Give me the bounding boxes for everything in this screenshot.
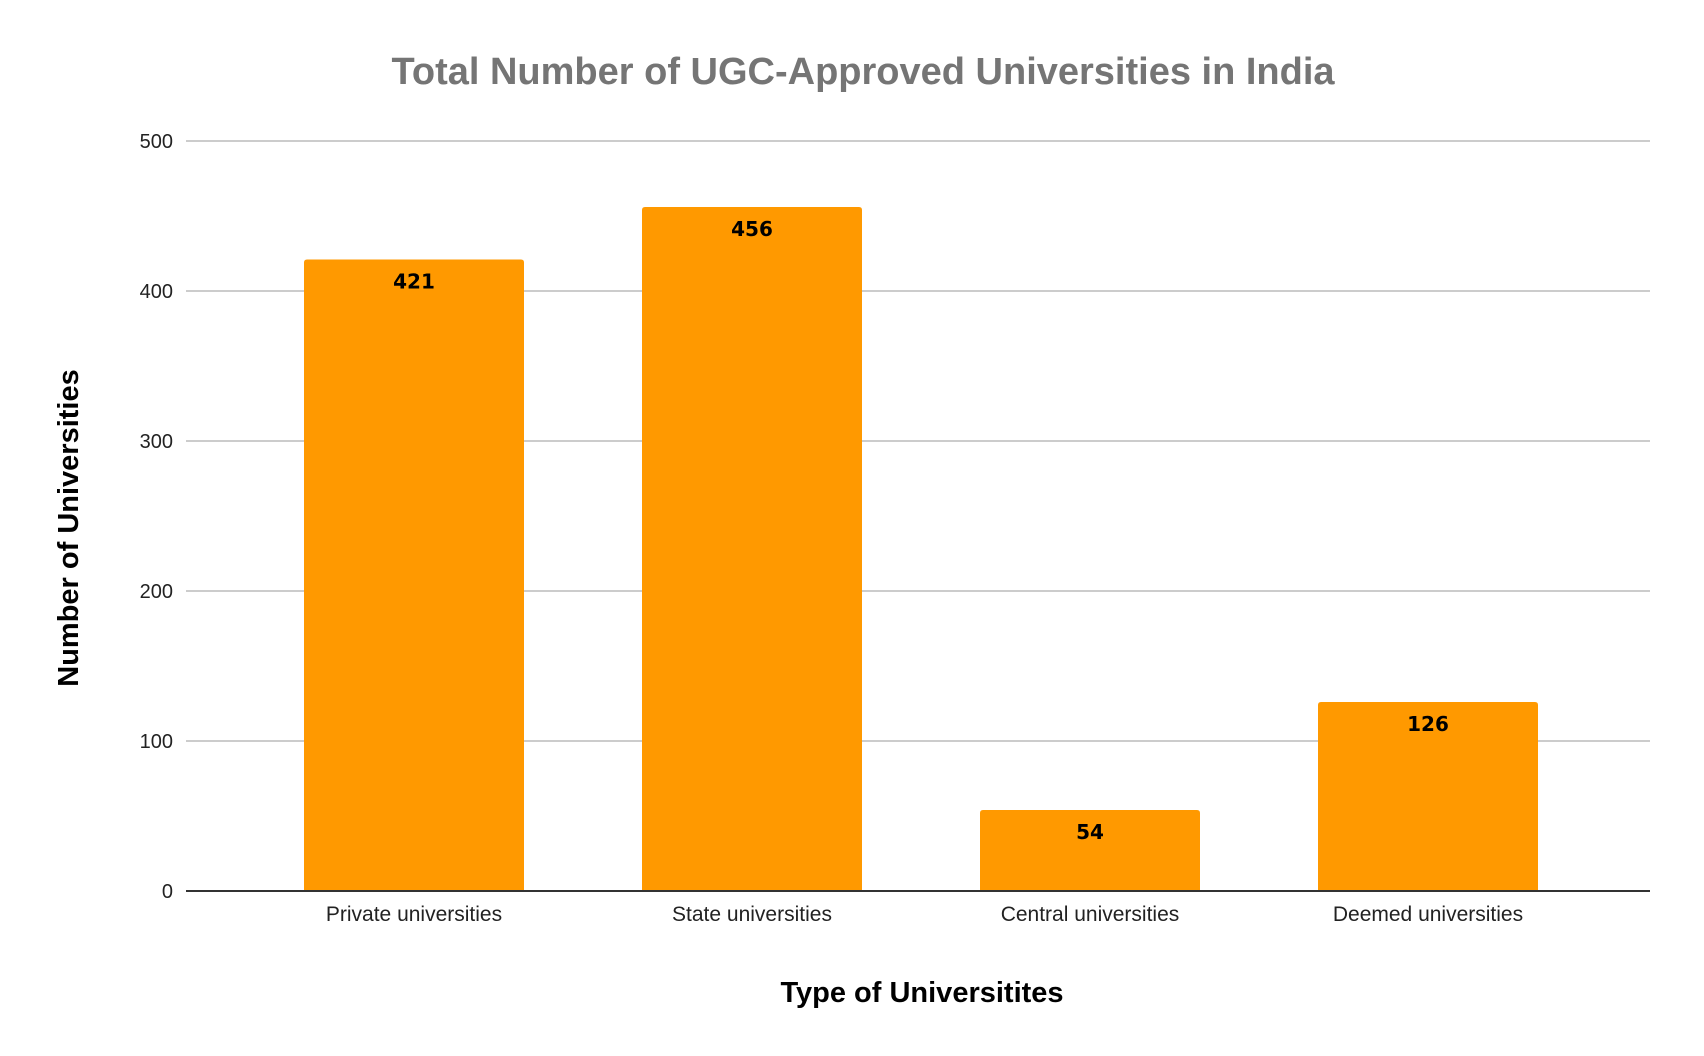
category-labels: Private universities State universities Ce…	[326, 903, 1523, 926]
chart-title: Total Number of UGC-Approved Universitie…	[391, 51, 1335, 93]
category-label: Private universities	[326, 903, 502, 926]
data-label: 54	[1076, 820, 1104, 844]
bar	[304, 259, 524, 891]
data-label: 126	[1407, 712, 1449, 736]
data-label: 421	[393, 270, 435, 294]
y-tick-label: 300	[140, 431, 173, 453]
y-tick-labels: 0 100 200 300 400 500	[140, 131, 173, 903]
bar	[1318, 702, 1538, 891]
category-label: Central universities	[1001, 903, 1180, 926]
y-tick-label: 200	[140, 581, 173, 603]
y-tick-label: 0	[162, 881, 173, 903]
bar	[642, 207, 862, 891]
category-label: Deemed universities	[1333, 903, 1523, 926]
bars: 421 456 54 126	[304, 207, 1538, 891]
y-tick-label: 100	[140, 731, 173, 753]
bar	[980, 810, 1200, 891]
category-label: State universities	[672, 903, 832, 926]
y-tick-label: 500	[140, 131, 173, 153]
y-axis-title: Number of Universities	[53, 369, 85, 686]
x-axis-title: Type of Universitites	[780, 977, 1063, 1009]
y-tick-label: 400	[140, 281, 173, 303]
data-label: 456	[731, 217, 773, 241]
